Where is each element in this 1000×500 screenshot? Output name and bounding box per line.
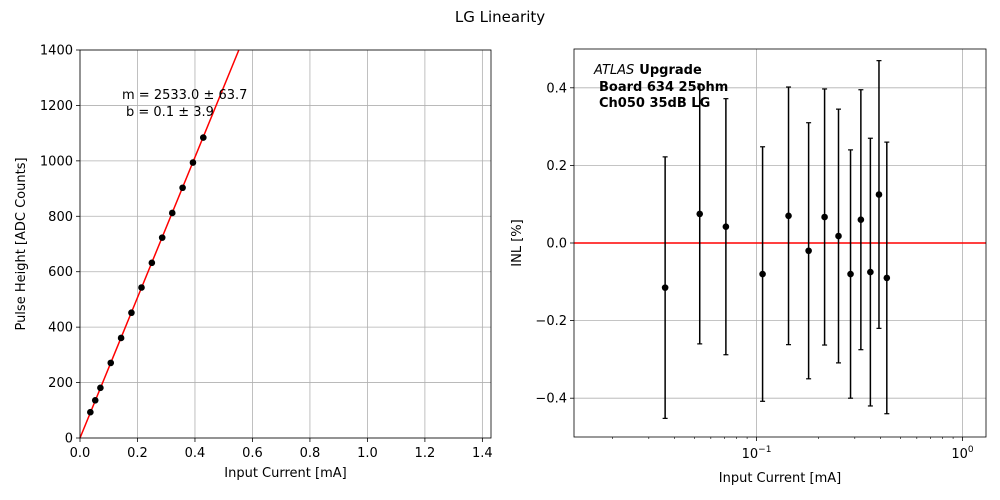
tick-exponent: −1 xyxy=(758,445,771,455)
right-x-tick-label: 10−1 xyxy=(742,445,772,462)
figure-title: LG Linearity xyxy=(455,8,545,26)
tick-base: 10 xyxy=(951,447,968,462)
left-y-tick-label: 1000 xyxy=(40,154,73,169)
left-y-tick-label: 1200 xyxy=(40,99,73,114)
left-data-point xyxy=(168,209,176,217)
right-data-point xyxy=(835,232,842,240)
left-data-point xyxy=(97,384,104,392)
right-data-point xyxy=(867,268,874,276)
atlas-label: ATLAS xyxy=(593,63,634,78)
board-label: Board 634 25ohm xyxy=(599,80,728,95)
left-data-point xyxy=(91,397,99,404)
right-x-axis-label: Input Current [mA] xyxy=(719,471,841,486)
right-data-point xyxy=(857,216,865,224)
right-data-point xyxy=(821,213,828,221)
left-data-point xyxy=(117,334,125,342)
intercept-annotation: b = 0.1 ± 3.9 xyxy=(126,105,214,120)
right-data-point xyxy=(785,212,792,220)
left-x-tick-label: 0.2 xyxy=(127,446,148,461)
right-data-point xyxy=(722,223,730,231)
left-data-point xyxy=(179,184,186,192)
right-plot: 10−1 100 −0.4−0.20.00.20.4 Input Current … xyxy=(510,48,987,486)
right-x-ticks: 10−1 100 xyxy=(612,437,974,462)
right-x-tick-label: 100 xyxy=(951,445,974,462)
left-y-tick-label: 1400 xyxy=(40,44,73,59)
left-data-point xyxy=(87,408,94,416)
right-data-point xyxy=(759,270,766,278)
upgrade-label: Upgrade xyxy=(639,63,702,78)
left-plot: 0.0 0.2 0.4 0.6 0.8 1.0 1.2 1.4 0 200 400 600 800 10… xyxy=(14,44,493,482)
left-data-point xyxy=(138,284,145,291)
left-x-tick-label: 0.8 xyxy=(300,446,321,461)
fit-line xyxy=(79,49,240,439)
left-fit-line xyxy=(79,49,240,439)
left-y-ticks: 0 200 400 600 800 1000 1200 1400 xyxy=(40,44,80,447)
left-y-tick-label: 400 xyxy=(48,321,73,336)
right-data-point xyxy=(805,247,812,255)
right-y-tick-label: 0.2 xyxy=(546,159,567,174)
left-y-tick-label: 600 xyxy=(48,265,73,280)
left-y-tick-label: 0 xyxy=(65,432,73,447)
right-data-points xyxy=(661,60,891,419)
left-data-point xyxy=(200,134,207,141)
right-y-tick-label: 0.0 xyxy=(546,237,567,252)
right-y-ticks: −0.4 −0.2 0.0 0.2 0.4 xyxy=(535,81,574,407)
left-x-tick-label: 0.4 xyxy=(185,446,206,461)
left-data-point xyxy=(107,359,115,367)
right-y-tick-label: −0.4 xyxy=(535,392,567,407)
right-y-axis-label: INL [%] xyxy=(510,219,525,266)
right-y-tick-label: 0.4 xyxy=(546,81,567,96)
tick-base: 10 xyxy=(742,447,759,462)
right-y-tick-label: −0.2 xyxy=(535,314,567,329)
right-data-point xyxy=(696,210,704,218)
right-data-point xyxy=(875,191,883,198)
left-y-axis-label: Pulse Height [ADC Counts] xyxy=(14,157,29,330)
left-x-tick-label: 1.2 xyxy=(415,446,436,461)
left-data-point xyxy=(128,309,135,317)
tick-exponent: 0 xyxy=(968,445,974,455)
left-axes-frame xyxy=(79,49,492,439)
left-x-tick-label: 0.6 xyxy=(242,446,263,461)
left-x-ticks: 0.0 0.2 0.4 0.6 0.8 1.0 1.2 1.4 xyxy=(70,438,493,461)
left-x-tick-label: 0.0 xyxy=(70,446,91,461)
left-y-tick-label: 800 xyxy=(48,210,73,225)
left-x-tick-label: 1.4 xyxy=(472,446,493,461)
right-data-point xyxy=(847,270,854,278)
left-y-tick-label: 200 xyxy=(48,376,73,391)
left-data-point xyxy=(148,259,156,267)
slope-annotation: m = 2533.0 ± 63.7 xyxy=(122,88,247,103)
left-data-points xyxy=(87,134,207,416)
left-x-axis-label: Input Current [mA] xyxy=(224,466,346,481)
right-data-point xyxy=(661,284,669,291)
left-x-tick-label: 1.0 xyxy=(357,446,378,461)
left-data-point xyxy=(189,159,197,166)
right-data-point xyxy=(883,274,891,282)
left-data-point xyxy=(158,234,166,241)
atlas-upgrade-label: ATLAS Upgrade xyxy=(593,63,702,78)
channel-label: Ch050 35dB LG xyxy=(599,96,710,111)
